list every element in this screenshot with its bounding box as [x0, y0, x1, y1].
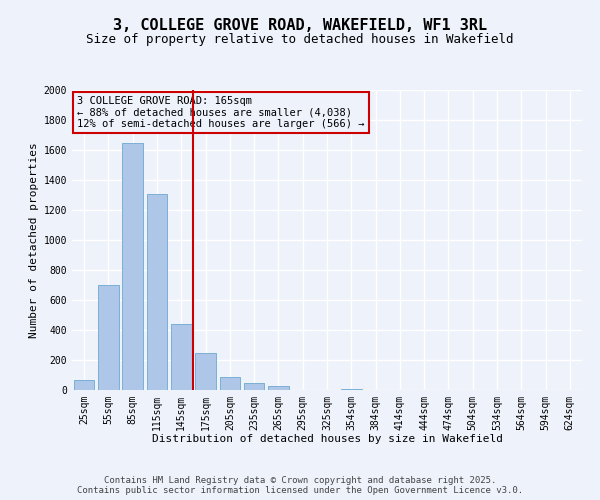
Bar — [74, 380, 94, 390]
Bar — [98, 285, 119, 390]
Y-axis label: Number of detached properties: Number of detached properties — [29, 142, 40, 338]
Bar — [268, 386, 289, 390]
Bar — [171, 324, 191, 390]
Text: Size of property relative to detached houses in Wakefield: Size of property relative to detached ho… — [86, 32, 514, 46]
Bar — [341, 388, 362, 390]
X-axis label: Distribution of detached houses by size in Wakefield: Distribution of detached houses by size … — [151, 434, 503, 444]
Bar — [220, 376, 240, 390]
Text: Contains HM Land Registry data © Crown copyright and database right 2025.
Contai: Contains HM Land Registry data © Crown c… — [77, 476, 523, 495]
Text: 3, COLLEGE GROVE ROAD, WAKEFIELD, WF1 3RL: 3, COLLEGE GROVE ROAD, WAKEFIELD, WF1 3R… — [113, 18, 487, 32]
Text: 3 COLLEGE GROVE ROAD: 165sqm
← 88% of detached houses are smaller (4,038)
12% of: 3 COLLEGE GROVE ROAD: 165sqm ← 88% of de… — [77, 96, 365, 129]
Bar — [195, 352, 216, 390]
Bar — [146, 194, 167, 390]
Bar — [244, 382, 265, 390]
Bar — [122, 142, 143, 390]
